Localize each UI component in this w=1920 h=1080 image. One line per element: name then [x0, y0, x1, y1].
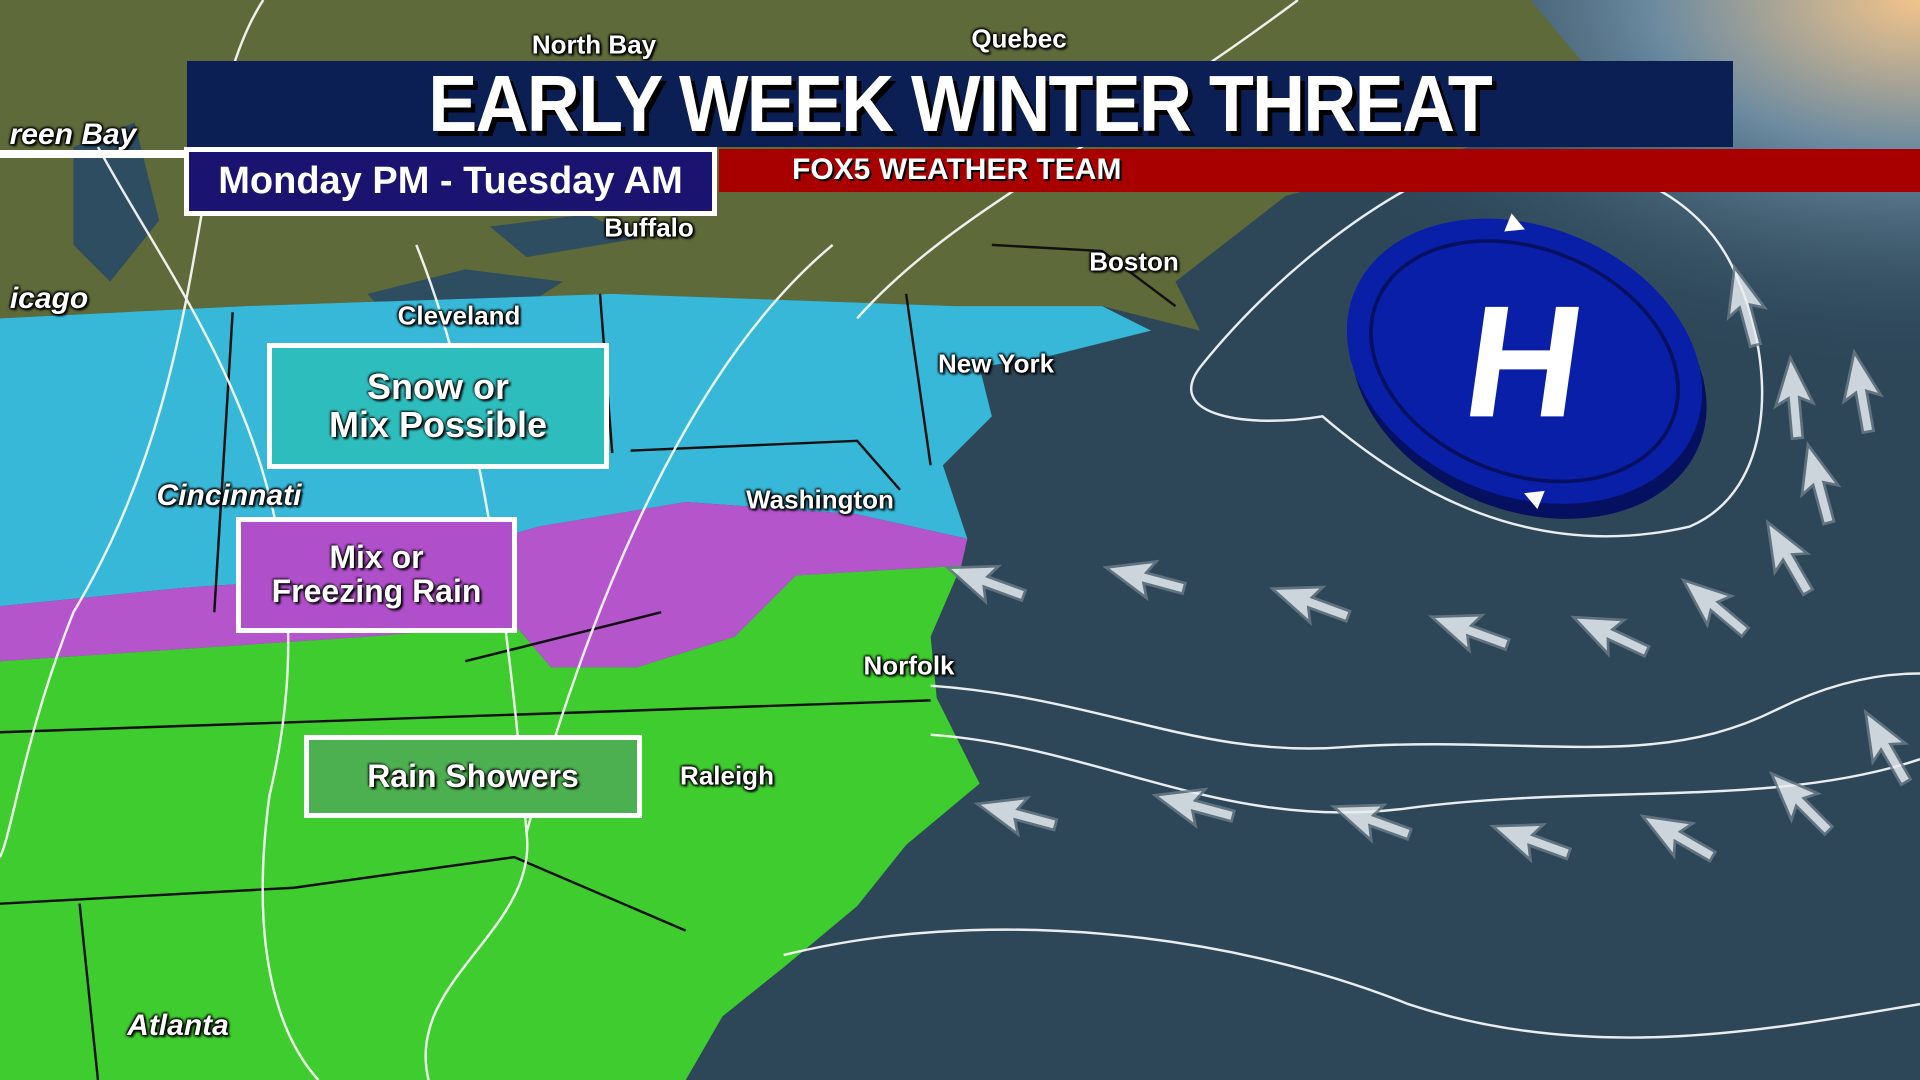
city-north-bay: North Bay — [531, 29, 657, 60]
state-borders — [0, 243, 1177, 1080]
city-quebec: Quebec — [971, 23, 1067, 54]
legend-mix-line1: Mix or — [329, 539, 424, 576]
legend-snow-line2: Mix Possible — [328, 404, 548, 445]
wind-arrow-icon — [1151, 787, 1236, 829]
legend-mix-line2: Freezing Rain — [271, 573, 482, 609]
high-pressure-icon: H — [1346, 213, 1707, 519]
time-range: Monday PM - Tuesday AM — [218, 160, 683, 202]
wind-arrow-icon — [1773, 354, 1817, 441]
high-pressure-label: H — [1455, 272, 1595, 450]
wind-arrow-icon — [1268, 585, 1352, 626]
time-range-box: Monday PM - Tuesday AM — [184, 147, 717, 216]
city-cleveland: Cleveland — [397, 300, 521, 331]
city-chicago: icago — [9, 282, 89, 315]
legend-rain-label: Rain Showers — [367, 757, 579, 794]
city-washington: Washington — [746, 484, 894, 515]
wind-arrow-icon — [973, 796, 1059, 838]
wind-arrow-icon — [1639, 814, 1718, 864]
wind-arrow-icon — [1863, 708, 1913, 787]
city-boston: Boston — [1089, 246, 1179, 277]
wind-arrow-icon — [1330, 803, 1413, 844]
team-banner — [719, 149, 1920, 192]
wind-arrow-icon — [1768, 770, 1835, 837]
city-norfolk: Norfolk — [863, 650, 955, 681]
wind-arrow-icon — [1765, 519, 1815, 597]
legend-snow-line1: Snow or — [366, 366, 509, 408]
city-raleigh: Raleigh — [680, 760, 774, 791]
rain-region — [0, 565, 980, 1080]
legend-mix: Mix or Freezing Rain — [236, 517, 517, 633]
city-new-york: New York — [937, 348, 1055, 379]
legend-rain: Rain Showers — [304, 735, 642, 818]
wind-arrow-icon — [1680, 577, 1751, 639]
great-lakes — [73, 122, 637, 321]
city-atlanta: Atlanta — [127, 1009, 229, 1042]
wind-arrows — [944, 263, 1913, 864]
wind-arrow-icon — [1800, 441, 1842, 526]
wind-arrow-icon — [944, 564, 1028, 606]
title-banner: EARLY WEEK WINTER THREAT — [187, 61, 1733, 147]
page-title: EARLY WEEK WINTER THREAT — [428, 59, 1493, 148]
wind-arrow-icon — [1726, 263, 1769, 349]
city-green-bay: reen Bay — [9, 118, 137, 151]
city-buffalo: Buffalo — [604, 212, 694, 243]
legend-snow: Snow or Mix Possible — [267, 343, 609, 469]
team-label: FOX5 WEATHER TEAM — [792, 153, 1122, 186]
wind-arrow-icon — [1102, 559, 1187, 602]
wind-arrow-icon — [1841, 348, 1884, 435]
wind-arrow-icon — [1428, 613, 1511, 655]
wind-arrow-icon — [1489, 823, 1573, 864]
city-cincinnati: Cincinnati — [156, 479, 302, 512]
divider-line — [0, 150, 190, 158]
wind-arrow-icon — [1570, 615, 1651, 659]
